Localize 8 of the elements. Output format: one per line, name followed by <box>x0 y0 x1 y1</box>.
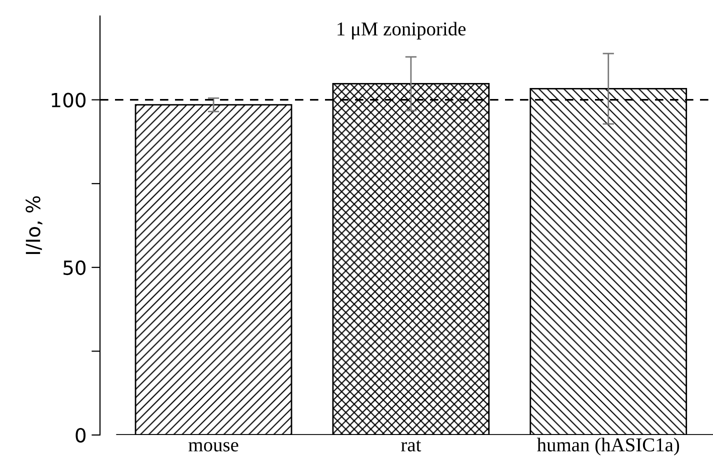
x-tick-label: human (hASIC1a) <box>537 438 680 456</box>
annotation: 1 μM zoniporide <box>338 22 466 40</box>
y-axis-title: I/Io, % <box>26 196 42 254</box>
x-tick-label: rat <box>401 440 422 452</box>
x-tick-label: mouse <box>188 442 238 452</box>
y-tick-label: 0 <box>76 428 86 443</box>
y-tick-label: 100 <box>52 92 86 108</box>
y-tick-label: 50 <box>64 260 86 276</box>
